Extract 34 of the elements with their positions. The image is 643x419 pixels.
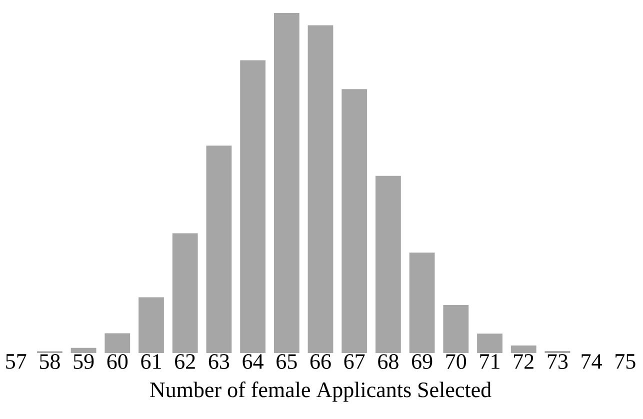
bar — [104, 333, 130, 353]
x-tick-label: 63 — [208, 354, 230, 369]
bar — [206, 146, 232, 353]
x-tick-label: 69 — [412, 354, 432, 369]
x-tick-label: 58 — [40, 354, 60, 370]
x-tick-label: 75 — [616, 354, 636, 369]
x-axis-title: Number of female Applicants Selected — [150, 382, 492, 402]
bar — [308, 25, 334, 353]
x-tick-label: 66 — [310, 354, 331, 369]
bar — [477, 334, 502, 353]
x-tick-label: 59 — [74, 354, 94, 369]
x-tick-label: 70 — [446, 354, 466, 370]
bar — [409, 252, 435, 353]
bar — [376, 176, 401, 353]
bar — [70, 348, 96, 353]
x-tick-label: 61 — [141, 354, 161, 369]
x-tick-label: 60 — [107, 354, 128, 370]
x-tick-label: 73 — [548, 354, 568, 369]
bar — [510, 346, 536, 353]
x-tick-label: 64 — [242, 354, 264, 369]
x-tick-label: 65 — [276, 354, 297, 369]
x-tick-label: 57 — [6, 354, 26, 369]
bar — [274, 12, 300, 353]
bar — [172, 233, 198, 353]
x-tick-label: 72 — [514, 354, 534, 369]
bar — [443, 305, 469, 353]
x-tick-label: 62 — [175, 354, 195, 369]
x-tick-label: 67 — [344, 354, 365, 369]
bar — [240, 60, 266, 353]
x-tick-label: 74 — [582, 354, 602, 369]
bar — [342, 89, 368, 353]
bar — [138, 297, 164, 353]
x-tick-label: 71 — [480, 354, 500, 369]
x-tick-label: 68 — [378, 354, 398, 370]
